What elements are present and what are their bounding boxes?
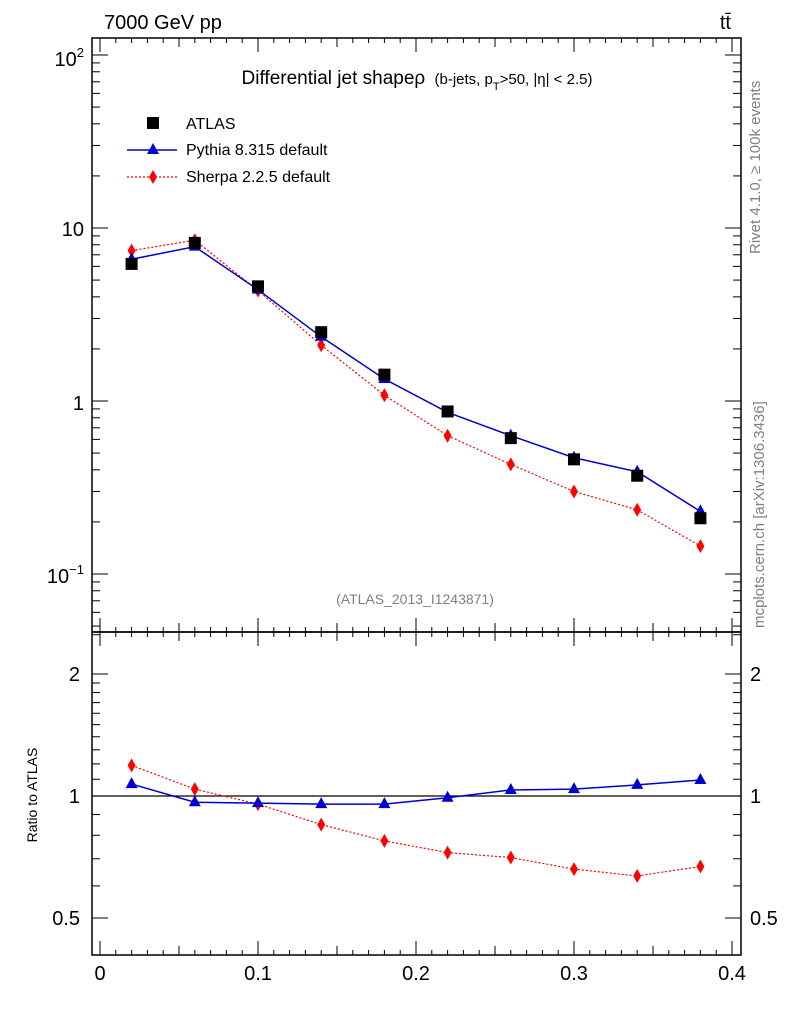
atlas-main-point <box>568 453 580 466</box>
pythia-ratio-point <box>188 795 201 807</box>
atlas-main-point <box>694 512 707 525</box>
sherpa-ratio-point <box>127 758 136 773</box>
sherpa-ratio-point <box>696 859 705 874</box>
pythia-ratio-point <box>378 797 391 809</box>
atlas-main-point <box>441 405 454 418</box>
xtick-label: 0.3 <box>560 963 588 985</box>
legend-label-sherpa: Sherpa 2.2.5 default <box>186 169 331 186</box>
sherpa-main-point <box>127 243 136 258</box>
process-label: tt̄ <box>720 12 732 34</box>
pythia-main-line <box>131 245 701 513</box>
legend-marker-sherpa <box>149 170 157 184</box>
ratio-ytick-label-right: 0.5 <box>750 908 778 930</box>
xtick-label: 0 <box>94 963 105 985</box>
sherpa-main-point <box>443 428 452 443</box>
ratio-axis-ticks <box>92 632 741 955</box>
mcplots-label: mcplots.cern.ch [arXiv:1306.3436] <box>751 401 768 628</box>
sherpa-main-line <box>131 239 701 547</box>
ytick-100-exp: 2 <box>77 45 84 60</box>
sherpa-main-point <box>696 539 705 554</box>
xtick-label: 0.1 <box>244 963 272 985</box>
sherpa-main-point <box>633 502 642 517</box>
ytick-0.1-base: 10 <box>47 566 69 588</box>
xtick-label: 0.4 <box>718 963 746 985</box>
pythia-ratio-point <box>694 773 707 785</box>
pythia-ratio-point <box>631 777 644 789</box>
main-title-sub: (b-jets, p <box>435 71 493 88</box>
atlas-main-point <box>504 432 517 445</box>
main-series-group <box>125 233 707 554</box>
pythia-ratio-point <box>315 797 328 809</box>
ratio-ytick-label-left: 2 <box>69 664 80 686</box>
sherpa-ratio-point <box>570 862 578 877</box>
legend-marker-atlas <box>147 117 159 129</box>
sherpa-main-point <box>380 388 389 403</box>
sherpa-ratio-point <box>317 817 326 832</box>
sherpa-ratio-point <box>443 845 452 860</box>
legend-label-pythia: Pythia 8.315 default <box>186 142 328 159</box>
atlas-main-point <box>315 326 328 339</box>
sherpa-ratio-line <box>131 764 701 877</box>
ytick-0.1-exp: −1 <box>69 562 84 577</box>
sherpa-ratio-point <box>506 850 515 865</box>
ratio-panel-frame <box>91 631 742 956</box>
analysis-label: (ATLAS_2013_I1243871) <box>336 591 494 607</box>
ratio-ytick-label-left: 1 <box>69 786 80 808</box>
ratio-ytick-label-left: 0.5 <box>52 908 80 930</box>
pythia-ratio-point <box>125 777 138 789</box>
ratio-tick-labels: 2 2 1 1 0.5 0.5 <box>52 664 778 930</box>
main-axis-ticks <box>92 38 741 632</box>
xtick-labels: 0 0.1 0.2 0.3 0.4 <box>94 963 745 985</box>
ytick-label-1: 1 <box>73 393 84 415</box>
main-title-sub-post: >50, |η| < 2.5) <box>500 71 593 88</box>
ytick-label-10: 10 <box>62 219 84 241</box>
sherpa-ratio-point <box>380 833 389 848</box>
pythia-ratio-point <box>441 790 454 802</box>
atlas-main-point <box>125 257 138 270</box>
ytick-100-base: 10 <box>55 49 77 71</box>
atlas-main-point <box>252 280 264 293</box>
energy-label: 7000 GeV pp <box>104 12 222 34</box>
atlas-main-point <box>631 469 644 482</box>
atlas-main-point <box>378 368 391 381</box>
ratio-ytick-label-right: 2 <box>750 664 761 686</box>
legend: ATLAS Pythia 8.315 default Sherpa 2.2.5 … <box>127 116 331 186</box>
main-title-subscript: T <box>493 81 500 93</box>
pythia-ratio-line <box>131 779 701 805</box>
ytick-label-100: 102 <box>55 45 84 71</box>
rivet-version-label: Rivet 4.1.0, ≥ 100k events <box>747 81 764 254</box>
pythia-ratio-point <box>252 796 264 808</box>
atlas-main-point <box>188 236 201 249</box>
sherpa-main-point <box>506 457 515 472</box>
ratio-ytick-label-right: 1 <box>750 786 761 808</box>
ratio-series-group <box>125 758 707 883</box>
legend-marker-pythia <box>147 143 159 154</box>
ytick-label-0.1: 10−1 <box>47 562 84 588</box>
ratio-ylabel: Ratio to ATLAS <box>24 748 40 843</box>
pythia-ratio-point <box>568 782 580 794</box>
sherpa-ratio-point <box>190 782 199 797</box>
main-title-text: Differential jet shapeρ <box>242 68 426 89</box>
main-title: Differential jet shapeρ (b-jets, pT>50, … <box>242 68 593 93</box>
legend-label-atlas: ATLAS <box>186 116 236 133</box>
pythia-ratio-point <box>504 782 517 794</box>
sherpa-ratio-point <box>633 868 642 883</box>
sherpa-main-point <box>570 484 578 499</box>
xtick-label: 0.2 <box>402 963 430 985</box>
sherpa-main-point <box>317 338 326 353</box>
